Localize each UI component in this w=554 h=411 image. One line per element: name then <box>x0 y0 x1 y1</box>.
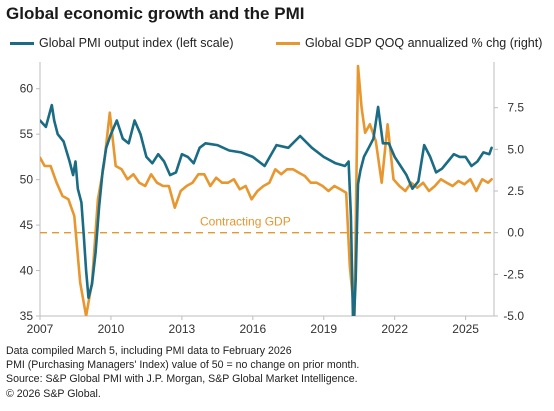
legend-swatch-gdp <box>276 41 300 45</box>
x-tick-label: 2025 <box>452 322 479 336</box>
series-group <box>40 64 493 316</box>
left-tick-label: 50 <box>20 173 34 187</box>
left-tick-label: 45 <box>20 218 34 232</box>
chart-footer: Data compiled March 5, including PMI dat… <box>6 344 359 401</box>
left-tick-label: 40 <box>20 264 34 278</box>
x-tick-label: 2022 <box>381 322 408 336</box>
chart-title: Global economic growth and the PMI <box>6 4 305 23</box>
left-tick-label: 35 <box>20 309 34 323</box>
footer-copyright: © 2026 S&P Global. <box>6 387 101 400</box>
chart-legend: Global PMI output index (left scale) Glo… <box>10 36 550 54</box>
contracting-gdp-label: Contracting GDP <box>200 215 291 229</box>
chart-axes: 60 55 50 45 40 35 7.5 5.0 2.5 0.0 -2.5 -5.0 2007 2010… <box>20 62 524 336</box>
left-tick-label: 60 <box>20 82 34 96</box>
x-tick-label: 2010 <box>98 322 125 336</box>
right-tick-label: 5.0 <box>507 142 524 156</box>
legend-item-gdp: Global GDP QOQ annualized % chg (right) <box>276 36 542 50</box>
right-tick-label: 0.0 <box>507 226 524 240</box>
footer-note-pmi-definition: PMI (Purchasing Managers' Index) value o… <box>6 359 360 372</box>
footer-source: Source: S&P Global PMI with J.P. Morgan,… <box>6 373 358 386</box>
legend-swatch-pmi <box>10 41 34 45</box>
right-tick-label: 7.5 <box>507 101 524 115</box>
footer-note-data-compiled: Data compiled March 5, including PMI dat… <box>6 345 292 357</box>
series-line-gdp <box>40 64 493 316</box>
x-tick-label: 2016 <box>239 322 266 336</box>
x-tick-label: 2019 <box>310 322 337 336</box>
legend-item-pmi: Global PMI output index (left scale) <box>10 36 234 50</box>
series-line-pmi <box>40 103 493 316</box>
left-tick-label: 55 <box>20 127 34 141</box>
x-tick-label: 2013 <box>169 322 196 336</box>
legend-label-pmi: Global PMI output index (left scale) <box>39 36 234 50</box>
right-tick-label: -2.5 <box>503 267 524 281</box>
line-chart: 60 55 50 45 40 35 7.5 5.0 2.5 0.0 -2.5 -5.0 2007 2010… <box>20 62 524 336</box>
right-tick-label: 2.5 <box>507 184 524 198</box>
legend-label-gdp: Global GDP QOQ annualized % chg (right) <box>305 36 543 50</box>
x-tick-label: 2007 <box>27 322 54 336</box>
reference-line-group: Contracting GDP <box>40 215 494 234</box>
right-tick-label: -5.0 <box>503 309 524 323</box>
